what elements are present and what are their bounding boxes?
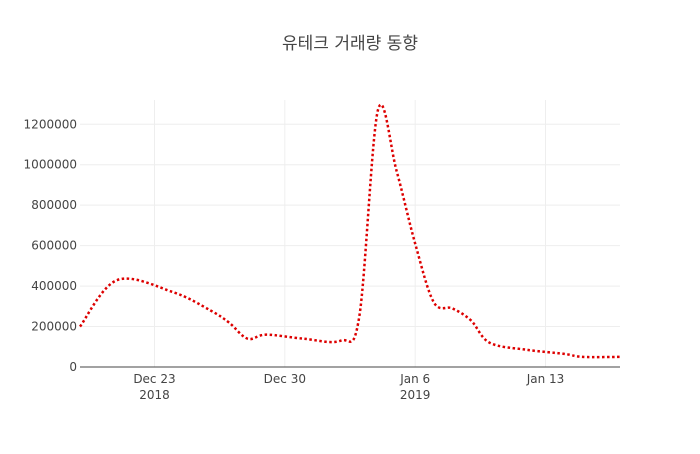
x-tick-label: Jan 6 (399, 372, 430, 386)
y-tick-label: 1200000 (24, 117, 77, 131)
y-tick-label: 0 (69, 360, 77, 374)
y-tick-label: 1000000 (24, 158, 77, 172)
x-tick-year-label: 2019 (400, 388, 431, 402)
y-tick-label: 400000 (31, 279, 77, 293)
y-tick-label: 200000 (31, 320, 77, 334)
x-tick-label: Jan 13 (526, 372, 565, 386)
y-tick-label: 600000 (31, 239, 77, 253)
x-tick-year-label: 2018 (139, 388, 170, 402)
axis-layer: 0 200000 400000 600000 800000 1000000 1200000 D… (24, 117, 620, 402)
x-tick-label: Dec 23 (133, 372, 175, 386)
grid-layer (80, 100, 620, 367)
chart-title: 유테크 거래량 동향 (282, 34, 418, 54)
y-tick-label: 800000 (31, 198, 77, 212)
x-tick-label: Dec 30 (264, 372, 306, 386)
